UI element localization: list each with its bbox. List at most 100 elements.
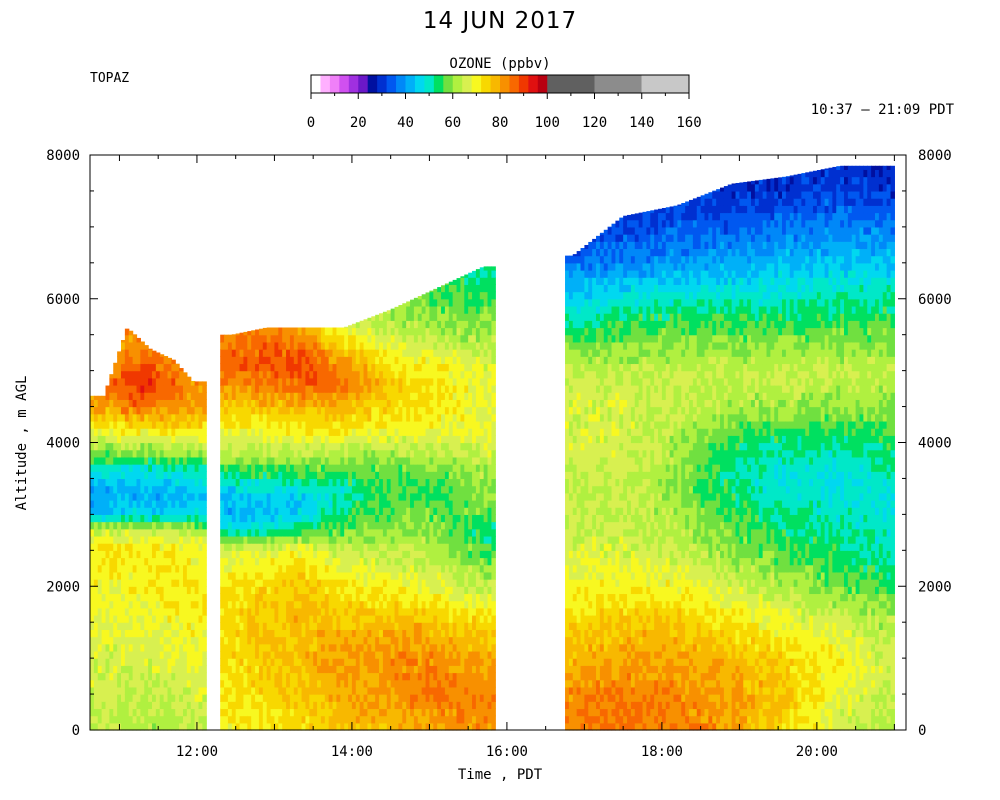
heatmap-cell xyxy=(355,708,361,717)
heatmap-cell xyxy=(227,679,233,688)
heatmap-cell xyxy=(371,464,376,472)
heatmap-cell xyxy=(286,478,291,487)
heatmap-cell xyxy=(444,557,450,566)
heatmap-cell xyxy=(113,464,118,472)
heatmap-cell xyxy=(274,629,279,638)
heatmap-cell xyxy=(402,672,407,681)
heatmap-cell xyxy=(297,356,303,365)
heatmap-cell xyxy=(433,514,438,523)
heatmap-cell xyxy=(227,413,233,422)
heatmap-cell xyxy=(406,500,411,508)
heatmap-cell xyxy=(351,349,357,357)
heatmap-cell xyxy=(375,593,380,602)
heatmap-cell xyxy=(355,543,361,551)
heatmap-cell xyxy=(324,449,330,458)
heatmap-cell xyxy=(151,428,157,436)
heatmap-cell xyxy=(305,449,310,458)
heatmap-cell xyxy=(386,370,392,379)
heatmap-cell xyxy=(231,586,237,595)
heatmap-cell xyxy=(394,413,400,422)
heatmap-cell xyxy=(429,535,434,544)
heatmap-cell xyxy=(437,478,442,487)
heatmap-cell xyxy=(258,679,264,688)
heatmap-cell xyxy=(239,694,245,702)
heatmap-cell xyxy=(243,334,248,343)
heatmap-cell xyxy=(274,428,279,436)
heatmap-cell xyxy=(194,550,200,559)
heatmap-cell xyxy=(344,679,349,688)
heatmap-cell xyxy=(155,500,161,508)
heatmap-cell xyxy=(144,701,149,710)
heatmap-cell xyxy=(224,514,229,523)
heatmap-cell xyxy=(313,636,318,645)
heatmap-cell xyxy=(355,571,361,580)
heatmap-cell xyxy=(328,420,334,429)
heatmap-cell xyxy=(144,607,149,616)
heatmap-cell xyxy=(348,679,353,688)
heatmap-cell xyxy=(278,363,283,372)
heatmap-cell xyxy=(198,385,203,393)
heatmap-cell xyxy=(159,665,165,674)
heatmap-cell xyxy=(444,722,450,731)
heatmap-cell xyxy=(255,507,260,515)
heatmap-cell xyxy=(167,507,172,515)
heatmap-cell xyxy=(433,521,438,530)
heatmap-cell xyxy=(270,571,276,580)
heatmap-cell xyxy=(293,363,299,372)
heatmap-cell xyxy=(344,349,349,357)
heatmap-cell xyxy=(371,636,376,645)
heatmap-cell xyxy=(282,449,287,458)
heatmap-cell xyxy=(289,478,295,487)
heatmap-cell xyxy=(262,420,268,429)
heatmap-cell xyxy=(270,449,276,458)
heatmap-cell xyxy=(309,377,314,386)
heatmap-cell xyxy=(313,478,318,487)
heatmap-cell xyxy=(171,478,176,487)
heatmap-cell xyxy=(124,557,130,566)
heatmap-cell xyxy=(247,543,252,551)
heatmap-cell xyxy=(421,543,427,551)
colorbar-cell xyxy=(377,75,388,93)
heatmap-cell xyxy=(120,420,126,429)
heatmap-cell xyxy=(190,715,196,724)
heatmap-cell xyxy=(328,521,334,530)
heatmap-cell xyxy=(266,500,272,508)
heatmap-cell xyxy=(359,356,365,365)
heatmap-cell xyxy=(441,478,446,487)
heatmap-cell xyxy=(163,694,169,702)
heatmap-cell xyxy=(155,658,161,666)
heatmap-cell xyxy=(375,600,380,609)
heatmap-cell xyxy=(97,428,103,436)
heatmap-cell xyxy=(117,564,122,573)
heatmap-cell xyxy=(410,557,415,566)
heatmap-cell xyxy=(402,615,407,623)
heatmap-cell xyxy=(266,600,272,609)
heatmap-cell xyxy=(239,456,245,465)
heatmap-cell xyxy=(293,485,299,494)
heatmap-cell xyxy=(305,665,310,674)
heatmap-cell xyxy=(402,356,407,365)
heatmap-cell xyxy=(429,313,434,321)
heatmap-cell xyxy=(320,442,326,451)
heatmap-cell xyxy=(247,370,252,379)
heatmap-cell xyxy=(444,385,450,393)
heatmap-cell xyxy=(194,535,200,544)
heatmap-cell xyxy=(179,701,184,710)
heatmap-cell xyxy=(379,341,384,350)
heatmap-cell xyxy=(186,622,192,630)
heatmap-cell xyxy=(159,435,165,444)
heatmap-cell xyxy=(433,672,438,681)
heatmap-cell xyxy=(247,514,252,523)
heatmap-cell xyxy=(317,334,322,343)
heatmap-cell xyxy=(117,615,122,623)
heatmap-cell xyxy=(441,456,446,465)
heatmap-cell xyxy=(375,471,380,480)
heatmap-cell xyxy=(227,356,233,365)
heatmap-cell xyxy=(382,579,388,587)
heatmap-cell xyxy=(386,442,392,451)
heatmap-cell xyxy=(340,528,345,537)
heatmap-cell xyxy=(124,636,130,645)
heatmap-cell xyxy=(379,615,384,623)
heatmap-cell xyxy=(163,521,169,530)
heatmap-cell xyxy=(363,600,369,609)
